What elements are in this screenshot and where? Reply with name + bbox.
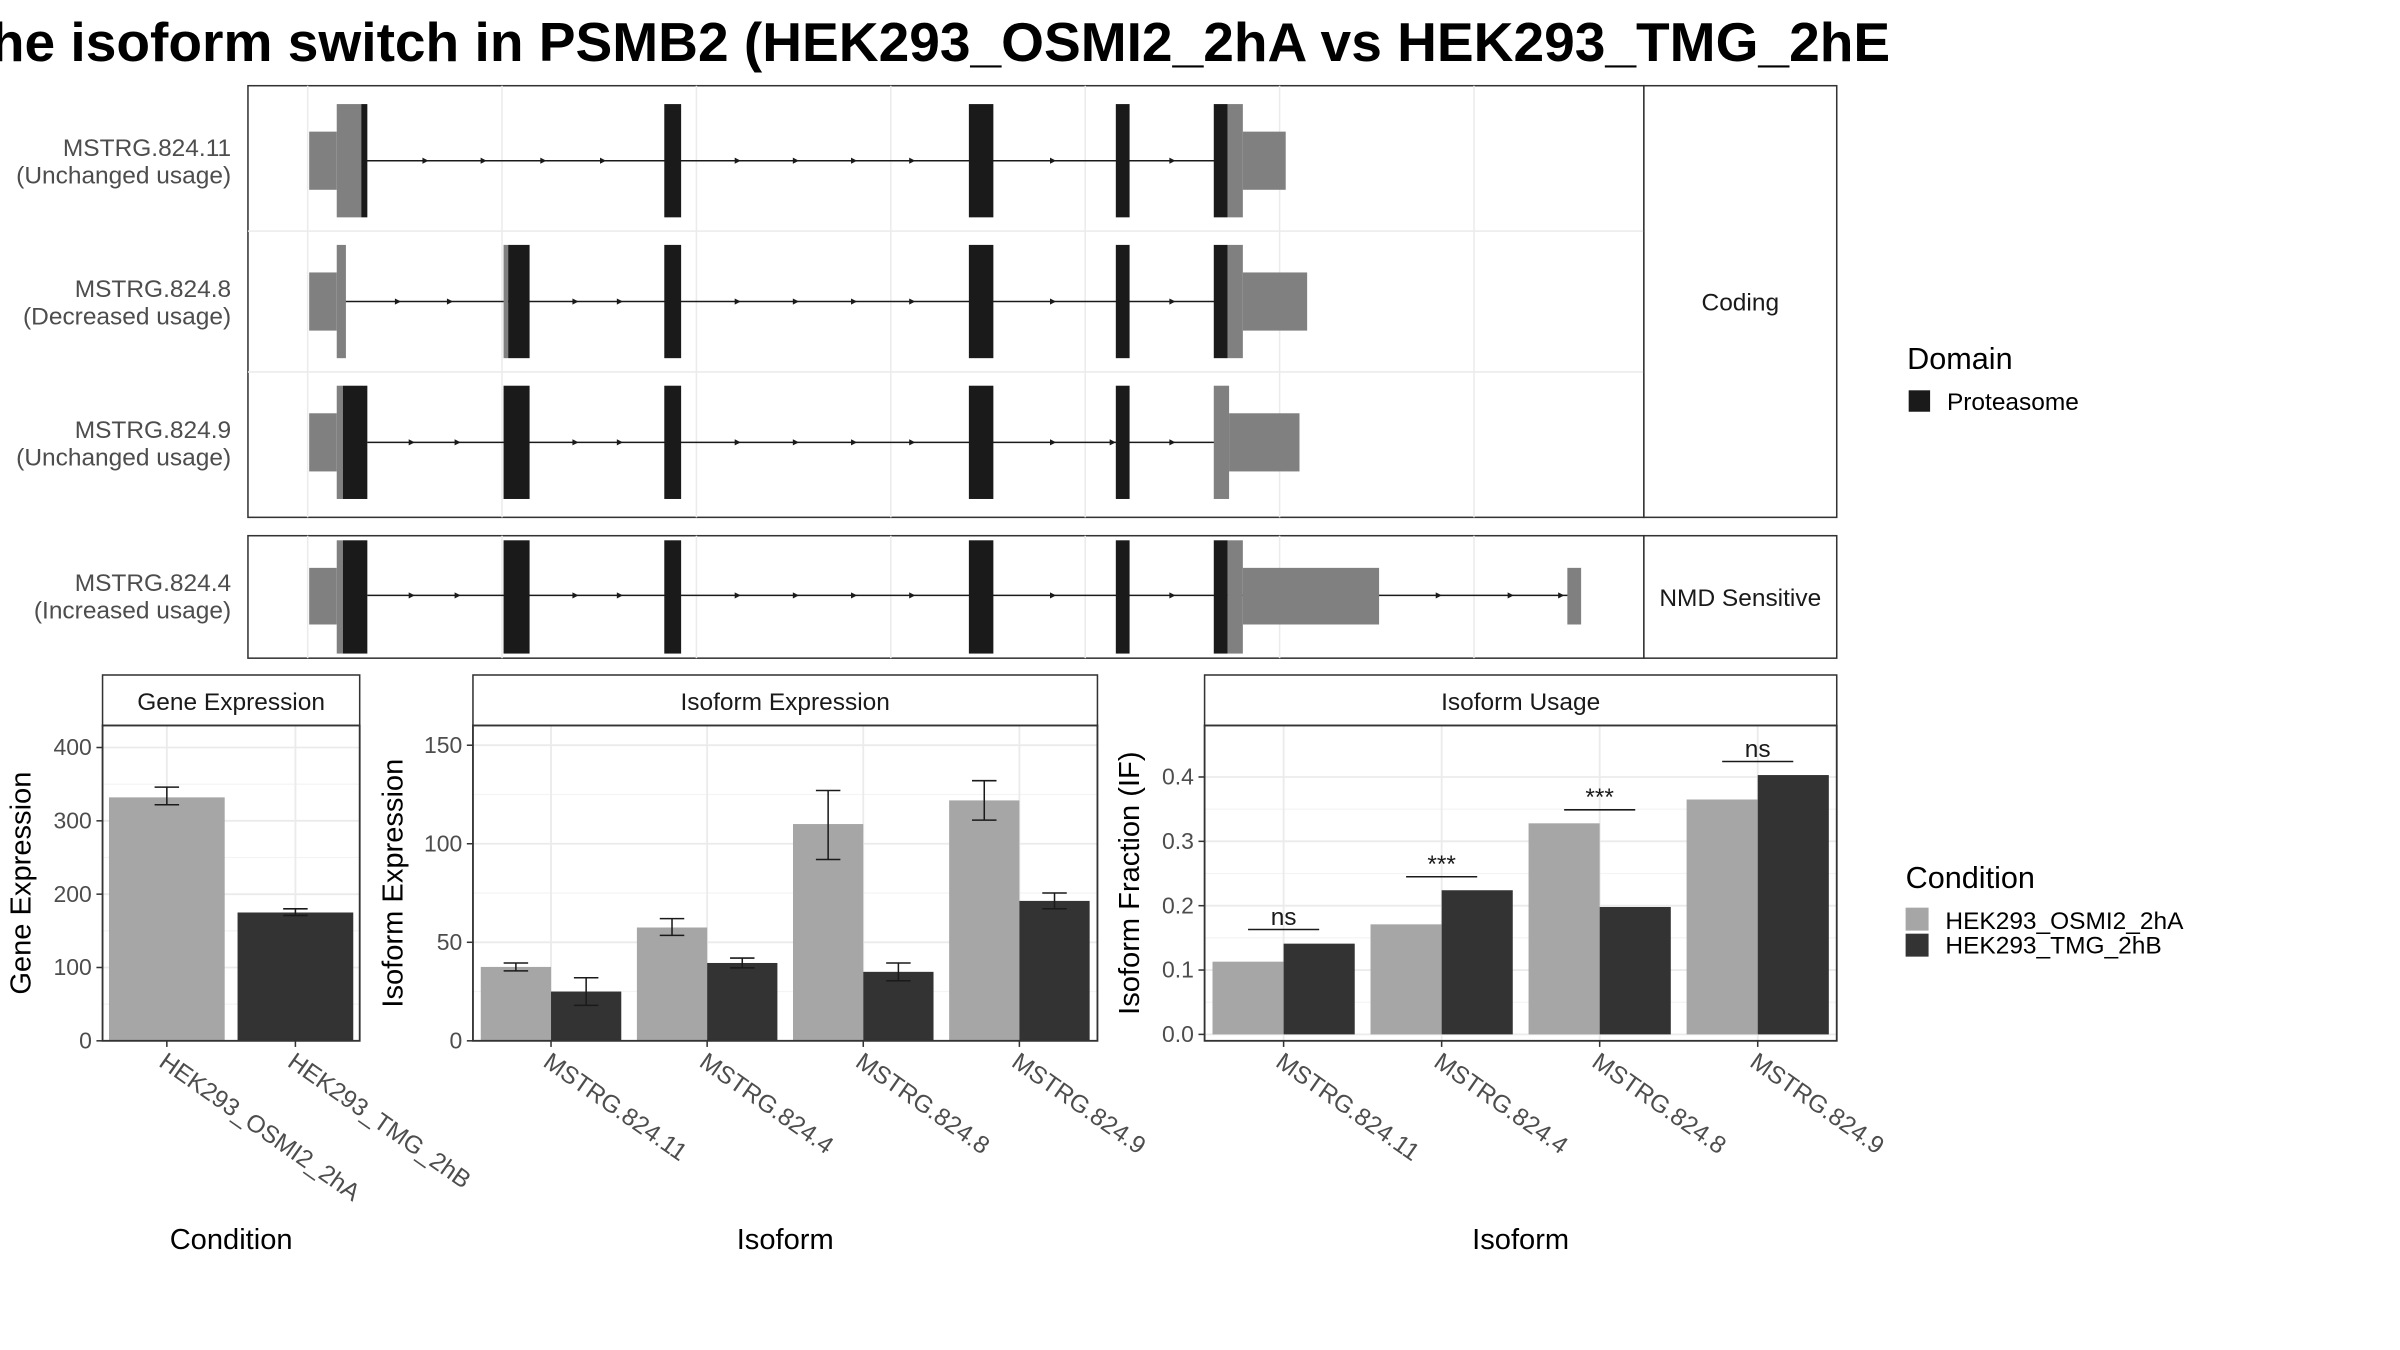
- x-tick-label: MSTRG.824.4: [1429, 1048, 1573, 1160]
- panel-strip: [101, 674, 361, 727]
- y-axis-title: Isoform Fraction (IF): [1114, 751, 1146, 1014]
- significance-label: ns: [1745, 736, 1771, 763]
- y-tick-label: 50: [437, 929, 463, 955]
- isoform-usage-label: (Unchanged usage): [16, 163, 231, 190]
- bar: [1757, 775, 1829, 1035]
- strip-label-nmd: NMD Sensitive: [1659, 585, 1821, 612]
- condition-legend-title: Condition: [1906, 861, 2035, 895]
- gene-expression-chart: Gene Expression0100200300400HEK293_OSMI2…: [6, 674, 475, 1256]
- y-tick-label: 100: [424, 830, 462, 856]
- strip-coding: Coding: [1643, 84, 1838, 519]
- y-tick-label: 200: [54, 881, 92, 907]
- isoform-usage-label: (Unchanged usage): [16, 444, 231, 471]
- domain-legend: Domain Proteasome: [1907, 342, 2079, 416]
- bar: [949, 800, 1020, 1041]
- bar: [1528, 823, 1600, 1035]
- condition-legend-swatch-a: [1905, 907, 1929, 931]
- y-tick-label: 0.3: [1162, 828, 1194, 854]
- bar: [1599, 906, 1671, 1035]
- significance-label: ***: [1427, 851, 1456, 878]
- x-axis-title: Condition: [170, 1224, 293, 1256]
- structure-panel-nmd: [247, 534, 1645, 659]
- y-axis-title: Isoform Expression: [378, 759, 410, 1008]
- panel-border: [1203, 724, 1838, 1042]
- significance-label: ns: [1271, 904, 1297, 931]
- x-axis-title: Isoform: [1472, 1224, 1569, 1256]
- y-tick-label: 100: [54, 954, 92, 980]
- y-tick-label: 0: [79, 1027, 92, 1053]
- y-axis-title: Gene Expression: [6, 772, 38, 995]
- x-tick-label: MSTRG.824.11: [1271, 1048, 1424, 1167]
- bar: [863, 971, 934, 1041]
- isoform-id-label: MSTRG.824.11: [63, 135, 231, 162]
- y-tick-label: 0.2: [1162, 892, 1194, 918]
- isoform-usage-label: (Increased usage): [34, 597, 231, 624]
- y-tick-label: 300: [54, 807, 92, 833]
- transcript-track-824-8: [309, 244, 1308, 359]
- bar: [636, 927, 708, 1041]
- x-axis-title: Isoform: [737, 1224, 834, 1256]
- panel-strip: [1203, 674, 1838, 727]
- isoform-usage-label: (Decreased usage): [23, 303, 231, 330]
- isoform-id-label: MSTRG.824.4: [75, 570, 231, 597]
- transcript-track-824-11: [309, 104, 1286, 218]
- domain-legend-title: Domain: [1907, 342, 2012, 376]
- panel-border: [472, 724, 1099, 1042]
- panel-title: Isoform Usage: [1441, 689, 1600, 716]
- domain-legend-swatch: [1908, 390, 1931, 412]
- x-tick-label: MSTRG.824.8: [1587, 1048, 1731, 1160]
- x-tick-label: MSTRG.824.8: [851, 1048, 995, 1160]
- figure-title: he isoform switch in PSMB2 (HEK293_OSMI2…: [0, 11, 1890, 73]
- y-tick-label: 0: [449, 1027, 462, 1053]
- y-tick-label: 400: [54, 734, 92, 760]
- x-tick-label: MSTRG.824.9: [1745, 1048, 1889, 1160]
- domain-legend-label: Proteasome: [1947, 389, 2079, 416]
- panel-strip: [472, 674, 1099, 727]
- panel-title: Isoform Expression: [680, 689, 889, 716]
- isoform-usage-chart: Isoform Usage ns *** *** ns 0.0 0.1 0.2 0.3 0.4 MS…: [1114, 674, 1889, 1256]
- bar: [707, 962, 778, 1041]
- y-tick-label: 0.0: [1162, 1021, 1194, 1047]
- transcript-track-824-4: [309, 540, 1582, 654]
- isoform-id-label: MSTRG.824.9: [75, 417, 231, 444]
- x-tick-label: MSTRG.824.11: [538, 1048, 691, 1167]
- y-tick-label: 0.1: [1162, 957, 1194, 983]
- condition-legend-label-b: HEK293_TMG_2hB: [1945, 933, 2161, 960]
- x-tick-label: MSTRG.824.9: [1007, 1048, 1151, 1160]
- condition-legend-swatch-b: [1905, 933, 1929, 957]
- bar: [1212, 961, 1284, 1035]
- condition-legend: Condition HEK293_OSMI2_2hA HEK293_TMG_2h…: [1905, 861, 2184, 960]
- isoform-id-label: MSTRG.824.8: [75, 276, 231, 303]
- strip-nmd: NMD Sensitive: [1643, 534, 1838, 659]
- transcript-track-824-9: [309, 385, 1300, 499]
- bar: [1283, 943, 1355, 1035]
- condition-legend-label-a: HEK293_OSMI2_2hA: [1945, 908, 2184, 935]
- y-tick-label: 0.4: [1162, 764, 1194, 790]
- isoform-labels: MSTRG.824.11 (Unchanged usage) MSTRG.824…: [16, 135, 231, 624]
- panel-title: Gene Expression: [137, 689, 325, 716]
- y-tick-label: 150: [424, 732, 462, 758]
- bar: [480, 966, 552, 1041]
- bar: [1686, 799, 1758, 1035]
- x-tick-label: MSTRG.824.4: [695, 1048, 839, 1160]
- panel-border: [101, 724, 361, 1042]
- bar: [237, 912, 354, 1041]
- bar: [108, 797, 225, 1041]
- strip-label-coding: Coding: [1702, 290, 1780, 317]
- bar: [1441, 890, 1513, 1035]
- significance-label: ***: [1585, 784, 1614, 811]
- bar: [1370, 924, 1442, 1035]
- bar: [1019, 900, 1090, 1041]
